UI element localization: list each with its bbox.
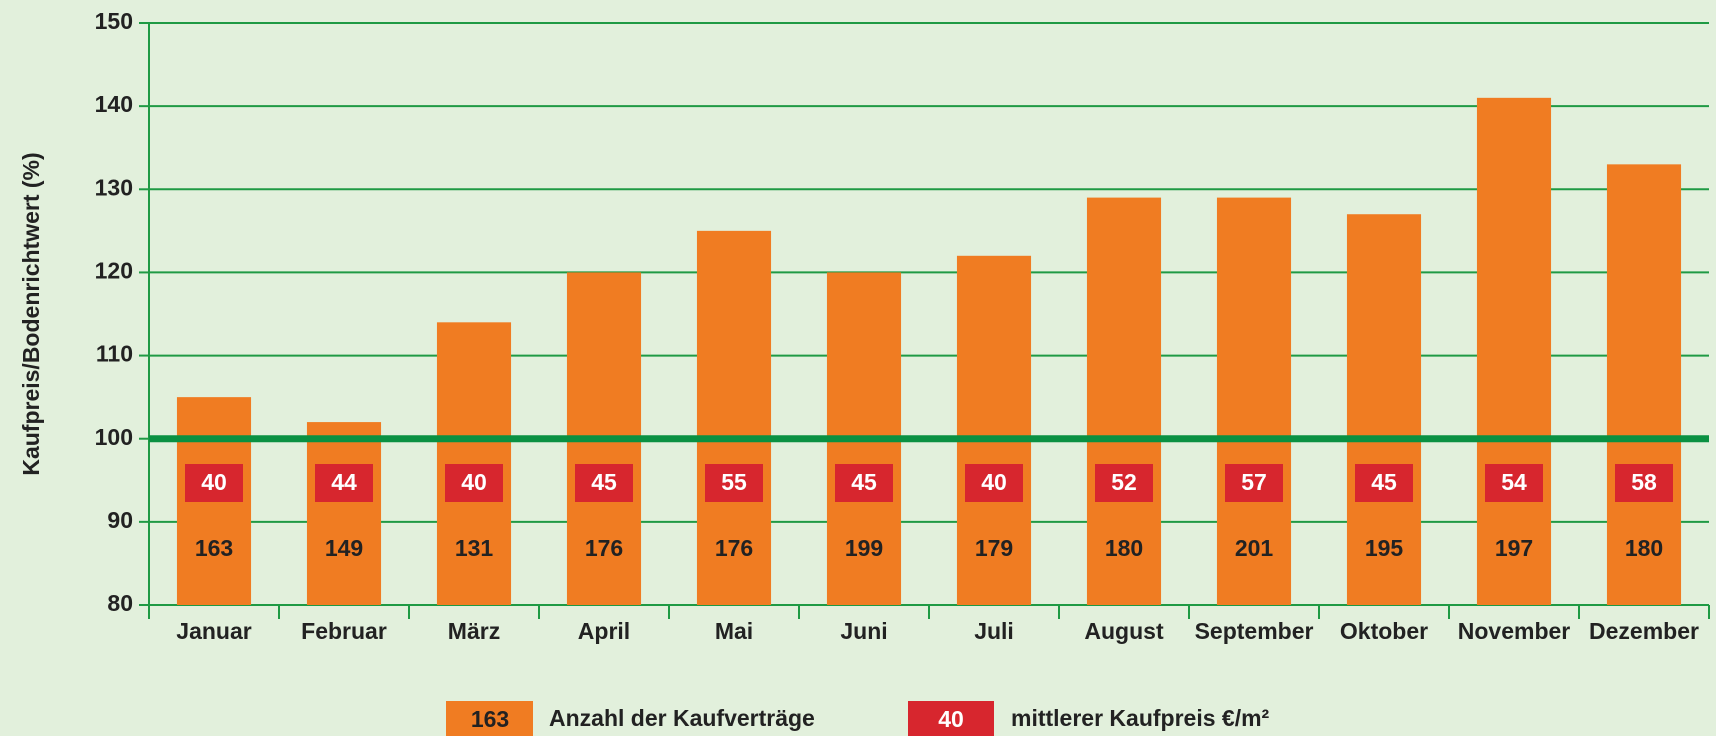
- contracts-label: 176: [585, 535, 623, 561]
- bar: [1216, 197, 1292, 605]
- price-label: 55: [721, 469, 747, 495]
- bar: [436, 322, 512, 605]
- x-tick-label: Juli: [974, 618, 1014, 644]
- price-box: [1225, 464, 1283, 502]
- contracts-label: 180: [1105, 535, 1143, 561]
- contracts-label: 149: [325, 535, 363, 561]
- price-box: [185, 464, 243, 502]
- price-label: 44: [331, 469, 357, 495]
- legend-sample: 40: [938, 706, 964, 732]
- price-box: [1615, 464, 1673, 502]
- price-label: 54: [1501, 469, 1527, 495]
- price-box: [705, 464, 763, 502]
- price-label: 58: [1631, 469, 1657, 495]
- contracts-label: 195: [1365, 535, 1404, 561]
- contracts-label: 179: [975, 535, 1013, 561]
- bar: [306, 422, 382, 605]
- price-box: [835, 464, 893, 502]
- price-label: 45: [1371, 469, 1397, 495]
- price-label: 40: [201, 469, 227, 495]
- price-box: [575, 464, 633, 502]
- y-tick-label: 150: [95, 8, 133, 34]
- price-label: 45: [591, 469, 617, 495]
- x-tick-label: Februar: [301, 618, 387, 644]
- y-tick-label: 110: [96, 341, 133, 367]
- bar: [1476, 97, 1552, 605]
- y-tick-label: 80: [107, 590, 133, 616]
- price-box: [965, 464, 1023, 502]
- x-tick-label: August: [1084, 618, 1164, 644]
- x-tick-label: Januar: [176, 618, 251, 644]
- contracts-label: 199: [845, 535, 883, 561]
- contracts-label: 131: [455, 535, 494, 561]
- x-tick-label: Oktober: [1340, 618, 1428, 644]
- bar: [956, 255, 1032, 606]
- price-label: 40: [981, 469, 1007, 495]
- y-tick-label: 130: [95, 174, 133, 200]
- x-tick-label: September: [1195, 618, 1314, 644]
- legend-sample: 163: [471, 706, 509, 732]
- x-tick-label: Mai: [715, 618, 753, 644]
- y-tick-label: 140: [95, 91, 133, 117]
- x-tick-label: April: [578, 618, 630, 644]
- contracts-label: 201: [1235, 535, 1274, 561]
- y-tick-label: 120: [95, 258, 133, 284]
- x-tick-label: November: [1458, 618, 1571, 644]
- legend-label: mittlerer Kaufpreis €/m²: [1011, 705, 1270, 731]
- x-tick-label: März: [448, 618, 500, 644]
- price-label: 52: [1111, 469, 1137, 495]
- contracts-label: 176: [715, 535, 753, 561]
- x-tick-label: Dezember: [1589, 618, 1699, 644]
- bar: [696, 230, 772, 605]
- bar: [1346, 214, 1422, 605]
- price-box: [1095, 464, 1153, 502]
- price-label: 57: [1241, 469, 1267, 495]
- legend-swatch: [908, 701, 994, 736]
- contracts-label: 197: [1495, 535, 1533, 561]
- y-tick-label: 90: [107, 507, 133, 533]
- price-box: [1485, 464, 1543, 502]
- price-box: [1355, 464, 1413, 502]
- price-box: [315, 464, 373, 502]
- y-axis-label: Kaufpreis/Bodenrichtwert (%): [18, 152, 44, 475]
- price-label: 40: [461, 469, 487, 495]
- contracts-label: 180: [1625, 535, 1663, 561]
- legend-swatch: [446, 701, 533, 736]
- bar: [1606, 164, 1682, 606]
- x-tick-label: Juni: [840, 618, 887, 644]
- bar: [1086, 197, 1162, 605]
- legend-label: Anzahl der Kaufverträge: [549, 705, 815, 731]
- contracts-label: 163: [195, 535, 233, 561]
- y-tick-label: 100: [95, 424, 133, 450]
- price-box: [445, 464, 503, 502]
- price-label: 45: [851, 469, 877, 495]
